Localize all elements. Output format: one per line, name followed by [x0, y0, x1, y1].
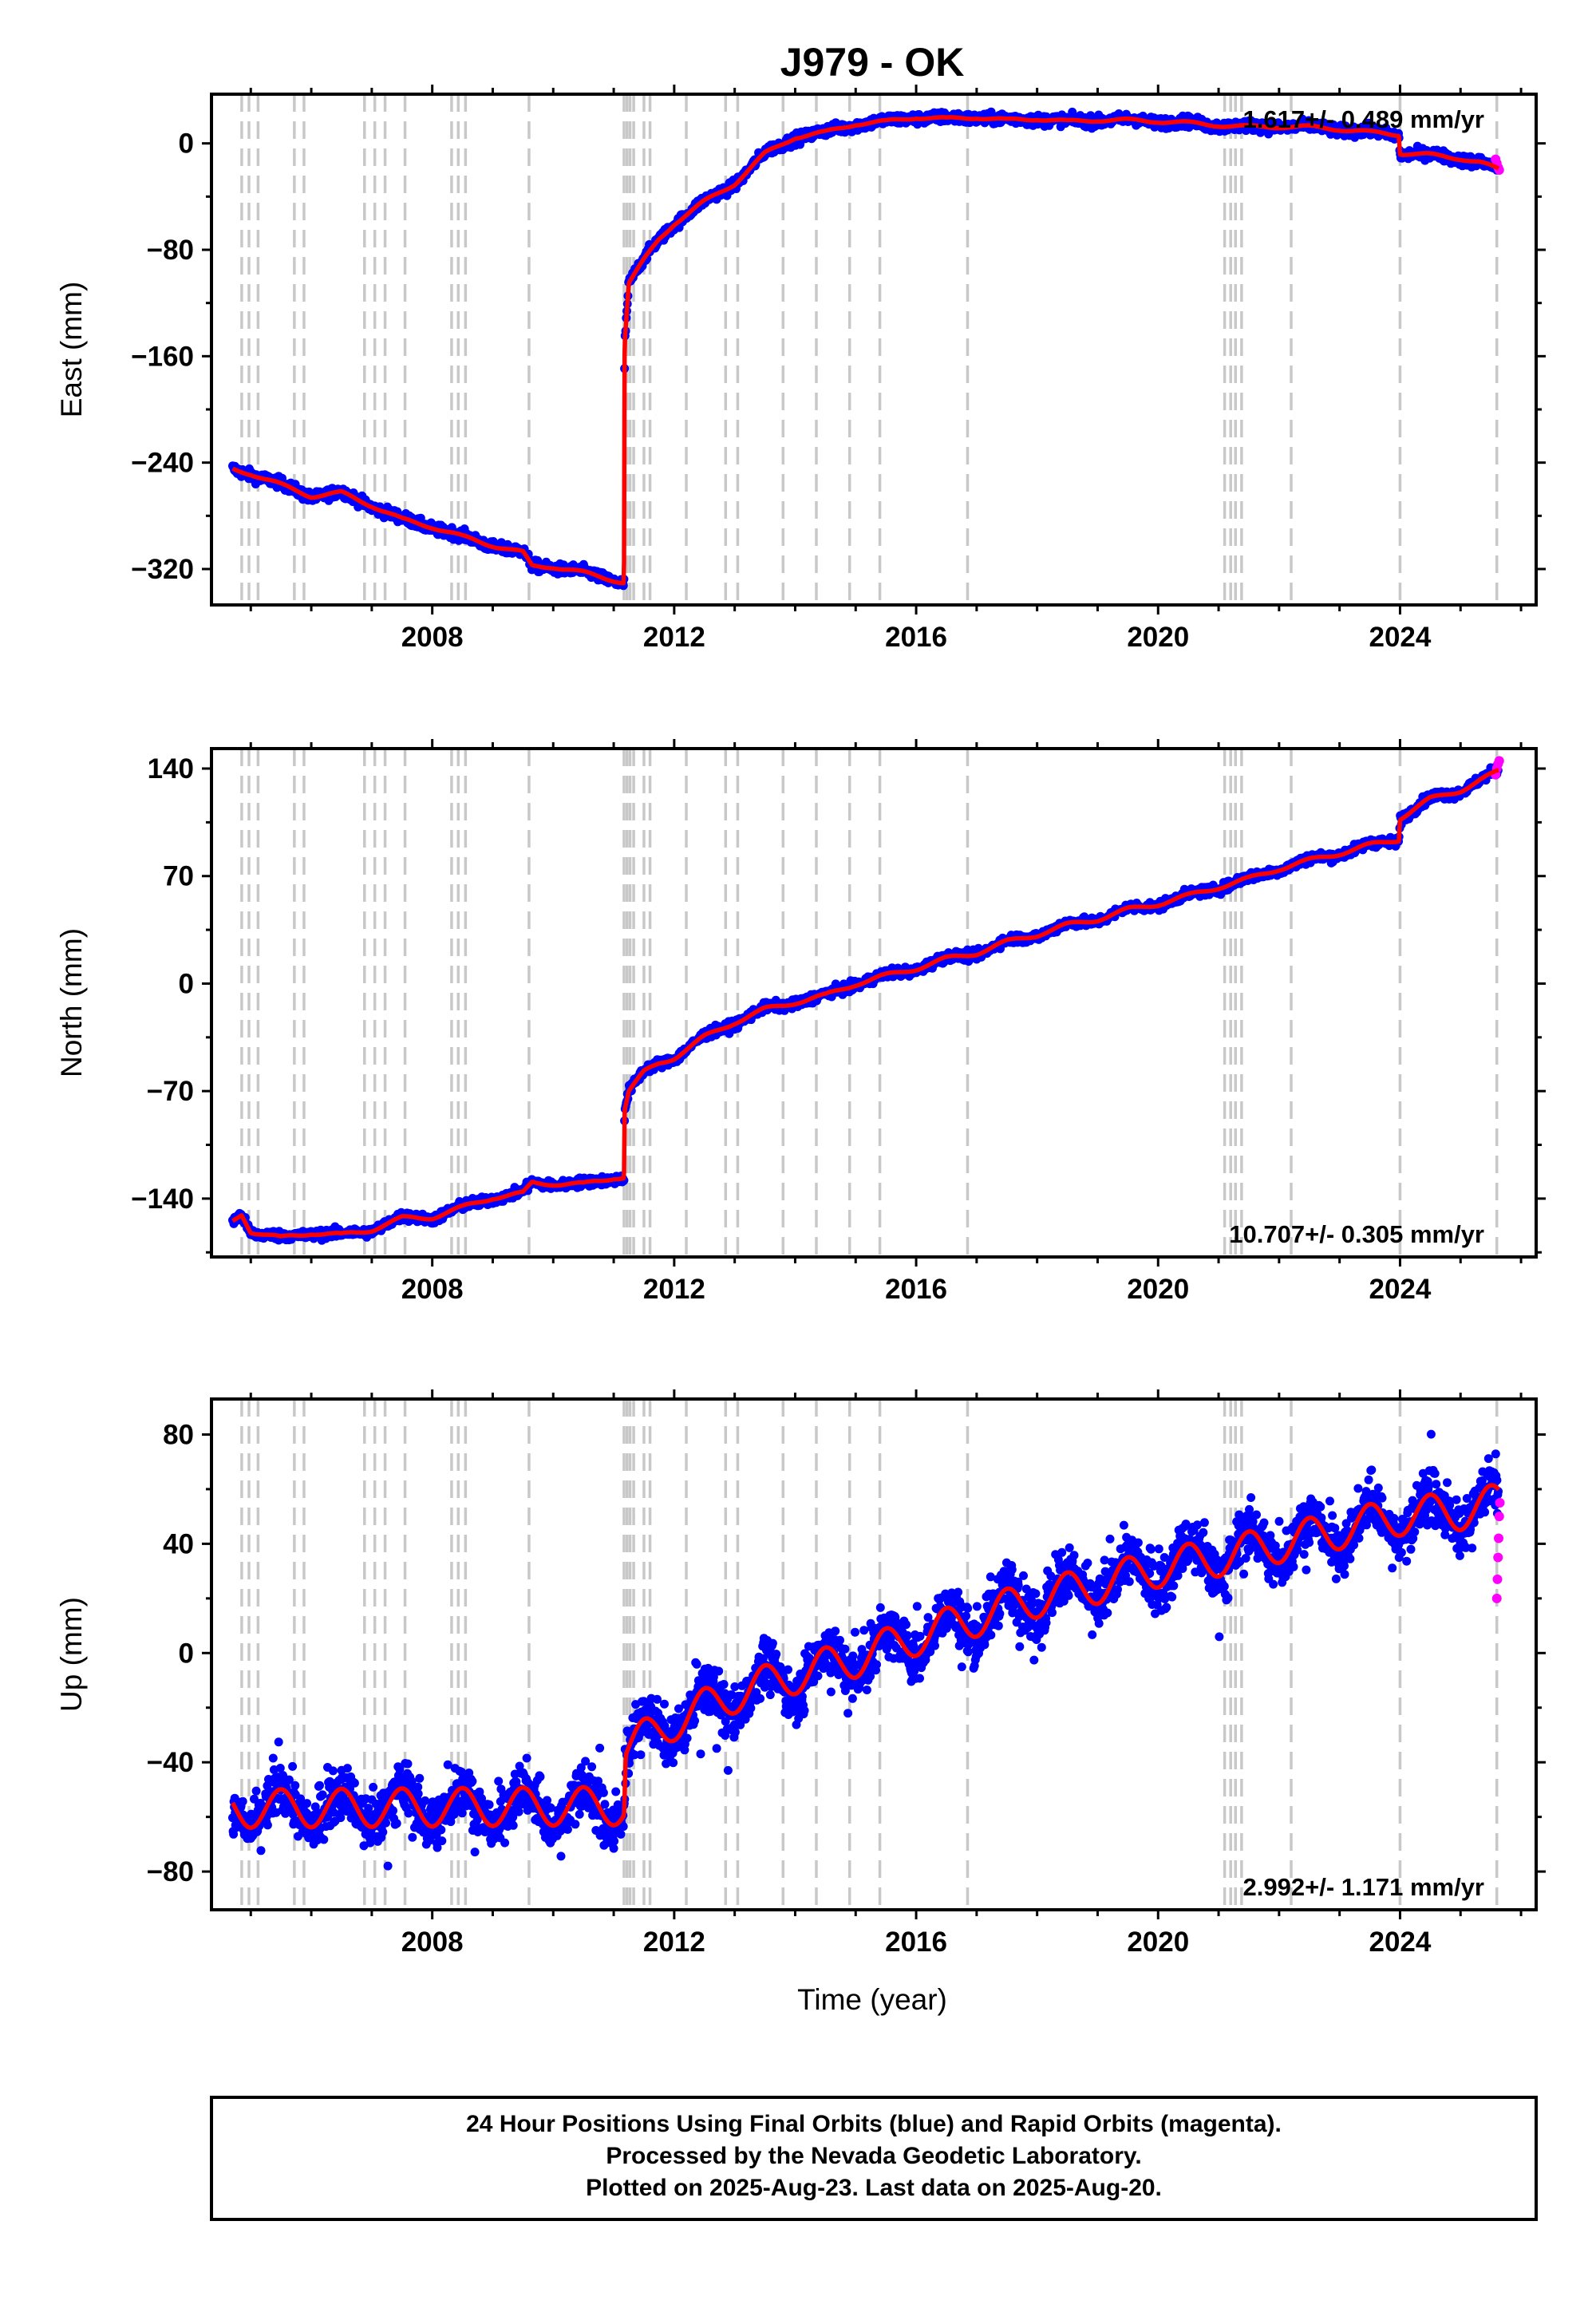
north-x-tick-label: 2020: [1127, 1274, 1189, 1305]
north-rapid-point: [1494, 756, 1504, 766]
up-data-point: [274, 1737, 283, 1747]
up-data-point: [319, 1835, 329, 1844]
north-y-tick-label: −140: [131, 1184, 194, 1215]
up-data-point: [256, 1846, 266, 1856]
north-x-tick-label: 2016: [885, 1274, 947, 1305]
up-data-point: [336, 1813, 346, 1823]
east-x-tick-label: 2008: [401, 622, 464, 653]
east-final-points: [228, 107, 1503, 591]
east-rate-label: 1.617+/- 0.489 mm/yr: [1243, 105, 1484, 133]
east-y-tick-label: −240: [131, 448, 194, 479]
north-x-tick-label: 2008: [401, 1274, 464, 1305]
north-y-tick-label: 70: [163, 861, 194, 892]
up-data-point: [318, 1790, 327, 1800]
up-data-point: [290, 1780, 300, 1790]
up-data-point: [350, 1778, 359, 1788]
east-plot-area: [228, 94, 1504, 605]
north-final-points: [228, 761, 1503, 1245]
north-x-tick-label: 2012: [643, 1274, 705, 1305]
north-panel: 2008 2012 2016 2020 2024 −140 −70 0 70 140 North (…: [55, 739, 1546, 1305]
east-panel: 2008 2012 2016 2020 2024 −320 −240 −160 −80 0 East…: [55, 85, 1546, 653]
east-x-tick-label: 2012: [643, 622, 705, 653]
up-data-point: [328, 1766, 338, 1776]
north-frame: [210, 747, 1538, 1259]
east-y-tick-label: −160: [131, 341, 194, 372]
east-x-tick-label: 2020: [1127, 622, 1189, 653]
up-plot-area: [228, 1399, 1505, 1910]
up-data-point: [288, 1761, 298, 1771]
north-y-tick-label: 0: [179, 968, 194, 999]
east-y-axis-label: East (mm): [55, 282, 88, 418]
east-y-tick-label: −320: [131, 554, 194, 585]
north-plot-area: [228, 749, 1504, 1257]
north-rate-label: 10.707+/- 0.305 mm/yr: [1229, 1220, 1484, 1248]
east-y-tick-label: 0: [179, 128, 194, 160]
east-x-tick-label: 2024: [1369, 622, 1432, 653]
east-y-tick-label: −80: [147, 235, 194, 266]
north-model-line: [231, 768, 1501, 1239]
east-model-line: [231, 115, 1501, 586]
up-data-point: [342, 1764, 352, 1773]
chart-title: J979 - OK: [780, 40, 965, 85]
up-data-point: [263, 1820, 272, 1830]
north-y-axis-label: North (mm): [55, 928, 88, 1077]
north-x-tick-label: 2024: [1369, 1274, 1432, 1305]
up-data-point: [302, 1799, 312, 1808]
up-data-point: [251, 1786, 261, 1796]
up-data-point: [315, 1780, 324, 1790]
north-rapid-points: [1491, 756, 1504, 780]
up-data-point: [238, 1796, 247, 1806]
north-y-tick-label: −70: [147, 1076, 194, 1107]
up-data-point: [268, 1753, 278, 1763]
north-y-tick-label: 140: [148, 753, 194, 785]
up-final-points: [228, 1429, 1503, 1871]
east-x-tick-label: 2016: [885, 622, 947, 653]
